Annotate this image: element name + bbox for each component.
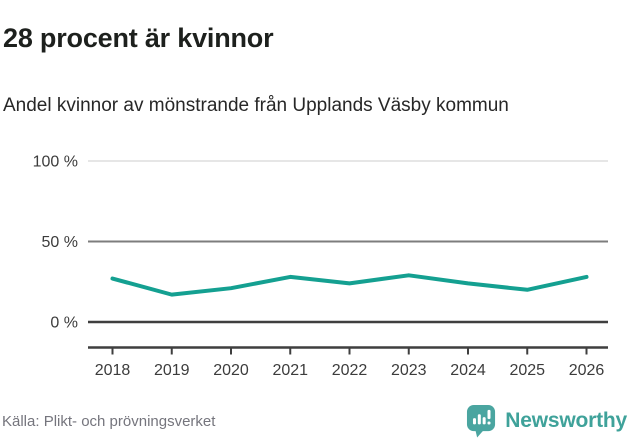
chart-subtitle: Andel kvinnor av mönstrande från Uppland… (3, 95, 509, 116)
y-axis-label: 100 % (33, 154, 78, 171)
data-line (110, 273, 589, 297)
x-axis-label: 2018 (95, 362, 131, 379)
x-axis-label: 2021 (272, 362, 308, 379)
x-axis-label: 2025 (509, 362, 545, 379)
x-axis-label: 2019 (154, 362, 190, 379)
page-title: 28 procent är kvinnor (3, 23, 274, 54)
x-axis-label: 2020 (213, 362, 249, 379)
x-axis-label: 2026 (569, 362, 605, 379)
source-attribution: Källa: Plikt- och prövningsverket (2, 413, 216, 430)
x-axis-label: 2024 (450, 362, 486, 379)
newsworthy-logo: Newsworthy (466, 404, 627, 437)
newsworthy-speech-bubble-chart-icon (467, 404, 496, 437)
x-axis-label: 2022 (332, 362, 368, 379)
x-axis-label: 2023 (391, 362, 427, 379)
brand-name: Newsworthy (505, 408, 627, 432)
y-axis-label: 0 % (50, 315, 78, 332)
y-axis-label: 50 % (42, 234, 78, 251)
